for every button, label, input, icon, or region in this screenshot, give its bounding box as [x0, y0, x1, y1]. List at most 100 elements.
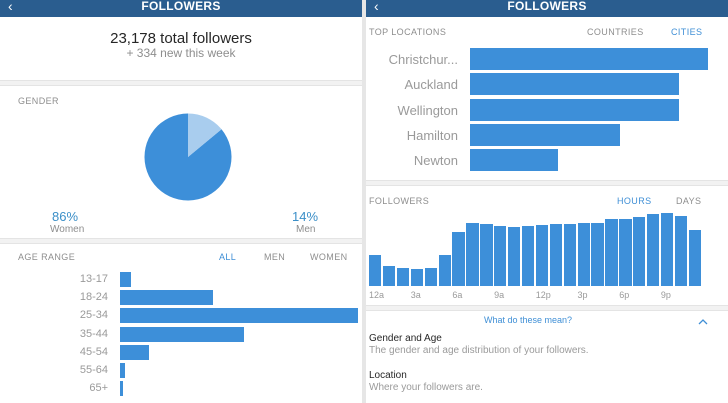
age-range-label: AGE RANGE — [18, 252, 76, 262]
hour-bar — [549, 223, 563, 286]
hour-bar — [674, 215, 688, 286]
followers-hours-chart — [369, 211, 702, 286]
gender-label: GENDER — [18, 96, 59, 106]
age-label: 45-54 — [79, 345, 108, 358]
new-followers-week: + 334 new this week — [126, 46, 236, 60]
what-do-these-mean-link[interactable]: What do these mean? — [484, 315, 573, 325]
total-followers: 23,178 total followers — [110, 30, 252, 47]
women-percent: 86% — [52, 209, 79, 224]
hour-bar — [647, 213, 660, 286]
age-bar — [120, 381, 123, 397]
hour-bar — [563, 223, 576, 286]
right-panel: ‹ FOLLOWERS TOP LOCATIONS COUNTRIES CITI… — [366, 0, 728, 403]
location-bar — [470, 48, 708, 70]
age-label: 18-24 — [79, 291, 108, 304]
location-bar — [470, 73, 680, 96]
location-label: Auckland — [404, 77, 458, 93]
hour-bar — [452, 232, 465, 286]
info-location-title: Location — [369, 370, 407, 381]
what-do-these-mean-row[interactable]: What do these mean? — [366, 312, 728, 330]
tab-hours[interactable]: HOURS — [617, 196, 652, 206]
hour-bar — [438, 255, 451, 286]
hour-bar — [633, 217, 646, 286]
men-label: Men — [296, 224, 316, 235]
section-divider — [366, 305, 728, 311]
hour-bar — [619, 219, 632, 286]
location-label: Christchur... — [388, 52, 458, 67]
hour-bar — [466, 223, 479, 286]
hour-tick-label: 12a — [369, 290, 385, 300]
filter-all[interactable]: ALL — [219, 252, 237, 262]
gender-pie-chart — [144, 113, 232, 201]
header-title: FOLLOWERS — [141, 0, 221, 13]
men-percent: 14% — [292, 209, 319, 224]
age-bar — [120, 290, 213, 306]
age-bar — [120, 344, 149, 360]
chevron-up-icon[interactable] — [698, 318, 708, 326]
back-icon[interactable]: ‹ — [8, 0, 13, 14]
age-bar — [120, 326, 244, 342]
pie-slice-women — [144, 113, 232, 201]
hour-bar — [688, 230, 702, 286]
tab-cities[interactable]: CITIES — [671, 27, 703, 37]
pie-slice-men — [188, 113, 222, 157]
header-title: FOLLOWERS — [507, 0, 587, 13]
age-label: 65+ — [89, 382, 108, 395]
location-label: Wellington — [397, 102, 458, 118]
hour-bar — [424, 268, 437, 286]
info-gender-age-title: Gender and Age — [369, 333, 442, 344]
hour-bar — [410, 268, 424, 286]
age-bar — [120, 363, 125, 378]
location-label: Hamilton — [406, 127, 458, 143]
hour-bar — [660, 213, 674, 286]
tab-countries[interactable]: COUNTRIES — [587, 27, 644, 37]
section-divider — [0, 80, 362, 86]
hour-tick-label: 9p — [660, 290, 671, 300]
info-location-desc: Where your followers are. — [369, 382, 483, 393]
age-range-chart: 13-17 18-24 25-34 35-44 45-54 55-64 65+ — [0, 272, 362, 403]
location-bar — [470, 98, 680, 121]
top-locations-chart: Christchur... Auckland Wellington Hamilton N… — [366, 48, 728, 178]
age-bar — [120, 272, 131, 287]
section-divider — [0, 238, 362, 244]
hour-tick-row: 12a 3a 6a 9a 12p 3p 6p 9p — [369, 290, 702, 302]
followers-time-label: FOLLOWERS — [369, 196, 430, 206]
age-label: 55-64 — [79, 364, 108, 376]
hour-tick-label: 12p — [535, 290, 551, 300]
location-label: Newton — [413, 153, 458, 169]
age-bar — [120, 308, 358, 324]
header-bar: ‹ FOLLOWERS — [366, 0, 728, 17]
hour-tick-label: 9a — [494, 290, 505, 300]
back-icon[interactable]: ‹ — [374, 0, 379, 14]
section-divider — [366, 180, 728, 186]
hour-tick-label: 6p — [619, 290, 630, 300]
women-label: Women — [50, 224, 85, 235]
hour-bar — [369, 254, 382, 286]
hour-bar — [494, 226, 507, 286]
hour-tick-label: 3p — [577, 290, 588, 300]
hour-bar — [508, 227, 521, 286]
filter-women[interactable]: WOMEN — [310, 252, 348, 262]
location-bar — [470, 123, 620, 146]
tab-days[interactable]: DAYS — [676, 196, 702, 206]
hour-bar — [577, 223, 590, 286]
hour-bar — [382, 265, 396, 286]
age-label: 13-17 — [79, 273, 108, 285]
hour-bar — [396, 267, 410, 286]
hour-tick-label: 6a — [452, 290, 463, 300]
hour-bar — [480, 223, 493, 286]
hour-bar — [591, 222, 604, 286]
left-panel: ‹ FOLLOWERS 23,178 total followers + 334… — [0, 0, 362, 403]
header-bar: ‹ FOLLOWERS — [0, 0, 362, 17]
filter-men[interactable]: MEN — [264, 252, 286, 262]
hour-bar — [521, 226, 535, 286]
info-gender-age-desc: The gender and age distribution of your … — [369, 345, 589, 356]
top-locations-label: TOP LOCATIONS — [369, 27, 447, 37]
location-bar — [470, 149, 559, 172]
hour-tick-label: 3a — [410, 290, 421, 300]
age-label: 25-34 — [79, 309, 108, 322]
age-label: 35-44 — [79, 327, 108, 340]
hour-bar — [605, 219, 618, 286]
panel-gutter — [362, 0, 366, 403]
hour-bar — [535, 224, 549, 286]
